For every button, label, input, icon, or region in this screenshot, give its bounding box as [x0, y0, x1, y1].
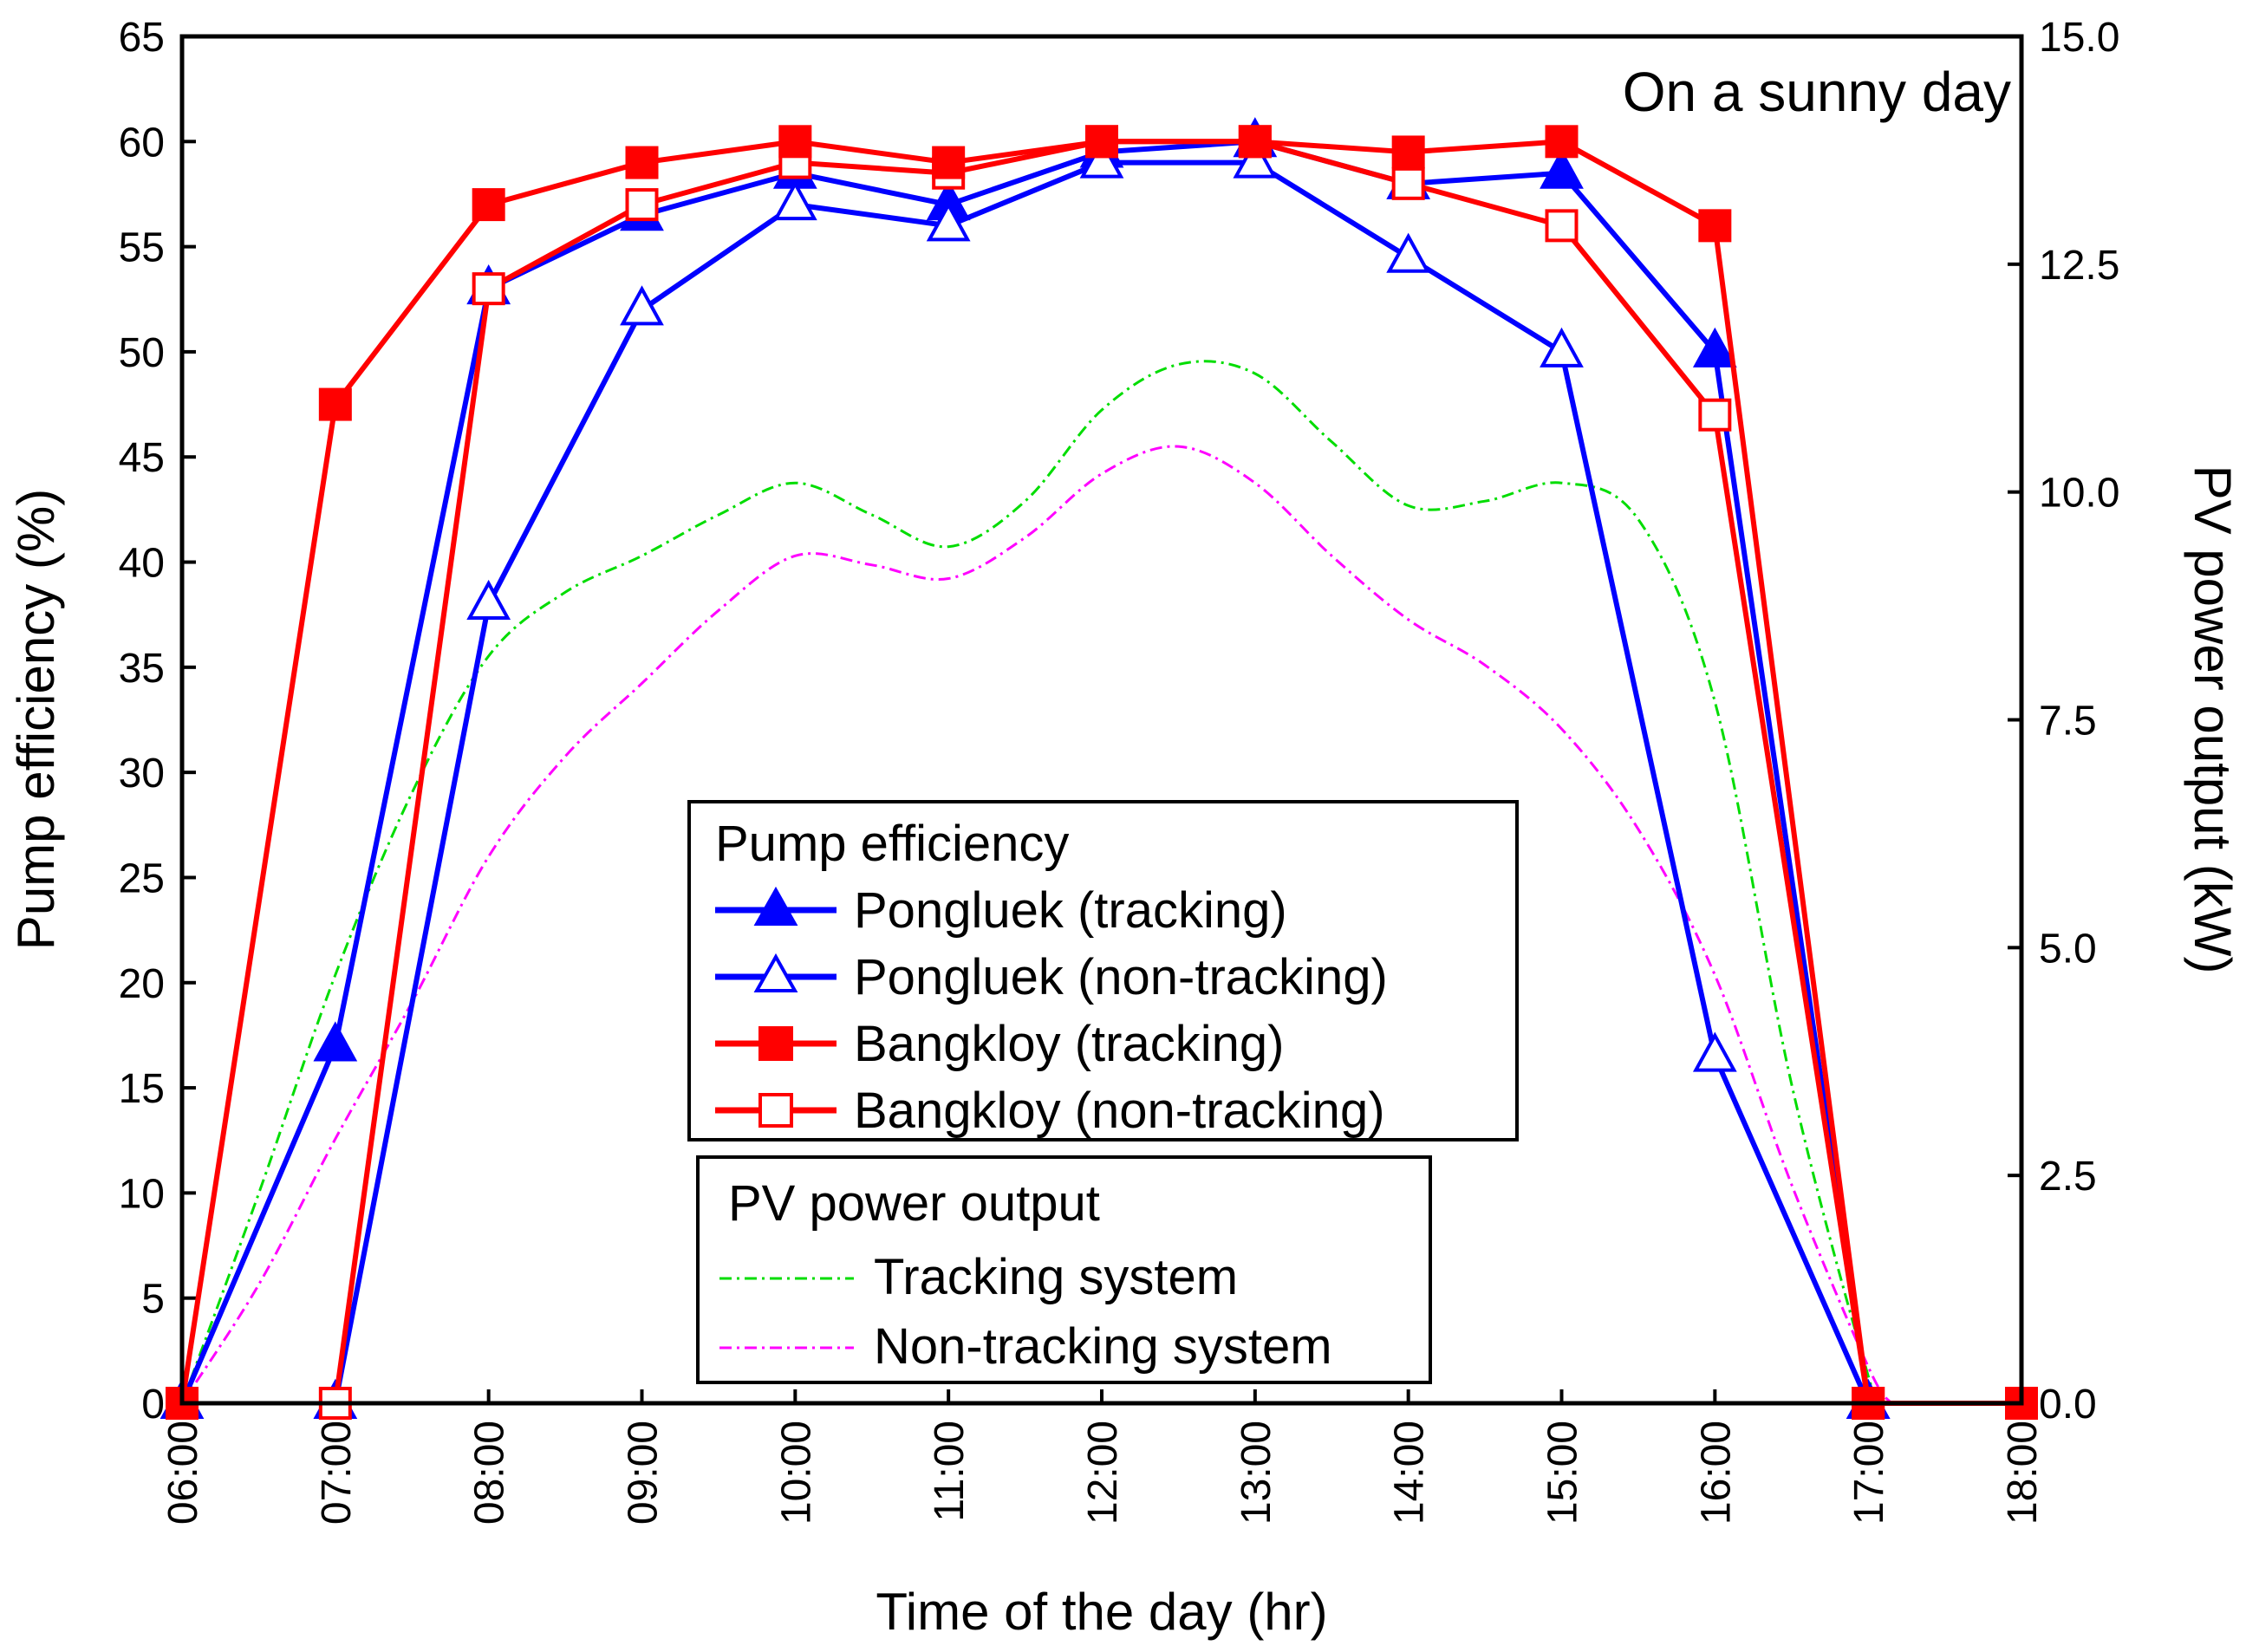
legend-marker-bangkloy-tracking	[758, 1026, 793, 1061]
x-tick-label: 14:00	[1387, 1421, 1433, 1525]
x-tick-label: 17:00	[1846, 1421, 1892, 1525]
legend-label-pongluek-tracking: Pongluek (tracking)	[854, 882, 1287, 939]
point-bangkloy-non-tracking	[625, 188, 659, 222]
pv-line-tracking-system	[180, 360, 1885, 1409]
line-pongluek-tracking	[179, 139, 1872, 1405]
point-pongluek-non-tracking	[620, 285, 664, 326]
point-pongluek-non-tracking	[926, 201, 971, 242]
point-pongluek-non-tracking	[772, 179, 817, 221]
x-tick-label: 12:00	[1080, 1421, 1126, 1525]
y-left-tick-label: 40	[119, 541, 165, 587]
point-pongluek-non-tracking	[1079, 138, 1124, 179]
y-right-tick-label: 7.5	[2039, 699, 2097, 745]
y-axis-left-title: Pump efficiency (%)	[7, 489, 65, 950]
point-bangkloy-non-tracking	[1698, 398, 1732, 432]
x-tick-label: 11:00	[927, 1421, 973, 1522]
y-left-tick-label: 0	[141, 1382, 165, 1428]
y-right-tick-label: 0.0	[2039, 1382, 2097, 1428]
legend-label-pongluek-non-tracking: Pongluek (non-tracking)	[854, 949, 1388, 1005]
y-left-tick-label: 5	[141, 1277, 165, 1323]
chart-annotation: On a sunny day	[1623, 61, 2011, 123]
y-left-tick-label: 65	[119, 15, 165, 61]
plot-frame	[179, 34, 2024, 1406]
legend-label-tracking-system: Tracking system	[874, 1249, 1238, 1305]
point-pongluek-non-tracking	[1540, 327, 1584, 367]
point-bangkloy-tracking	[1391, 135, 1425, 169]
legend-label-bangkloy-tracking: Bangkloy (tracking)	[854, 1016, 1284, 1072]
point-bangkloy-tracking	[1085, 125, 1118, 159]
x-tick-label: 08:00	[467, 1421, 513, 1525]
y-right-tick-label: 15.0	[2039, 15, 2119, 61]
y-right-tick-label: 2.5	[2039, 1154, 2097, 1200]
point-bangkloy-non-tracking	[1545, 209, 1579, 243]
point-bangkloy-tracking	[472, 188, 505, 222]
x-tick-label: 10:00	[773, 1421, 819, 1525]
x-axis-title: Time of the day (hr)	[876, 1583, 1327, 1641]
legend-pv-box	[696, 1155, 1432, 1384]
point-pongluek-tracking	[313, 1021, 358, 1062]
y-left-tick-label: 50	[119, 330, 165, 376]
y-left-tick-label: 20	[119, 961, 165, 1007]
axis-ticks: 06:00 07:00 08:00 09:00 10:00 11:00 12:00 13:00…	[119, 15, 2120, 1525]
point-bangkloy-tracking	[1698, 209, 1732, 243]
point-bangkloy-tracking	[318, 387, 352, 421]
legend-pump-title: Pump efficiency	[715, 816, 1069, 872]
x-tick-label: 06:00	[160, 1421, 206, 1525]
legend-label-non-tracking-system: Non-tracking system	[874, 1318, 1332, 1375]
y-left-tick-label: 55	[119, 225, 165, 271]
pump-efficiency-lines	[159, 117, 2038, 1420]
y-left-tick-label: 25	[119, 855, 165, 901]
point-bangkloy-non-tracking	[472, 272, 505, 306]
y-right-tick-label: 5.0	[2039, 926, 2097, 972]
y-left-tick-label: 45	[119, 435, 165, 481]
x-tick-label: 07:00	[314, 1421, 360, 1525]
point-pongluek-tracking	[1692, 327, 1737, 367]
point-bangkloy-tracking	[778, 125, 812, 159]
y-right-tick-label: 10.0	[2039, 471, 2119, 517]
x-tick-label: 15:00	[1540, 1421, 1586, 1525]
point-bangkloy-tracking	[1238, 125, 1272, 159]
legend-label-bangkloy-non-tracking: Bangkloy (non-tracking)	[854, 1083, 1385, 1139]
point-pongluek-non-tracking	[1386, 232, 1431, 273]
x-tick-label: 09:00	[621, 1421, 667, 1525]
x-tick-label: 16:00	[1693, 1421, 1739, 1525]
legend-marker-pongluek-non-tracking	[753, 953, 798, 992]
point-pongluek-non-tracking	[466, 579, 511, 621]
point-pongluek-tracking	[1540, 148, 1584, 189]
y-left-tick-label: 60	[119, 120, 165, 166]
legend-pv-title: PV power output	[728, 1175, 1100, 1232]
legend-pump-box	[687, 800, 1519, 1141]
legend-marker-pongluek-tracking	[753, 886, 798, 926]
point-bangkloy-tracking	[625, 146, 659, 179]
point-bangkloy-non-tracking	[1391, 166, 1425, 200]
y-left-tick-label: 15	[119, 1066, 165, 1112]
y-left-tick-label: 35	[119, 646, 165, 692]
legend-marker-bangkloy-non-tracking	[758, 1093, 793, 1128]
point-pongluek-non-tracking	[1692, 1031, 1737, 1072]
point-bangkloy-tracking	[932, 146, 966, 179]
y-right-tick-label: 12.5	[2039, 243, 2119, 289]
x-tick-label: 18:00	[2000, 1421, 2046, 1525]
y-left-tick-label: 30	[119, 751, 165, 797]
x-tick-label: 13:00	[1234, 1421, 1279, 1525]
y-left-tick-label: 10	[119, 1171, 165, 1217]
y-axis-right-title: PV power output (kW)	[2184, 465, 2242, 974]
legend-pump: Pump efficiency Pongluek (tracking) Pong…	[687, 800, 1519, 1141]
legend-pv: PV power output Tracking system Non-trac…	[696, 1155, 1432, 1384]
point-pongluek-non-tracking	[1233, 138, 1278, 179]
point-bangkloy-tracking	[1545, 125, 1579, 159]
